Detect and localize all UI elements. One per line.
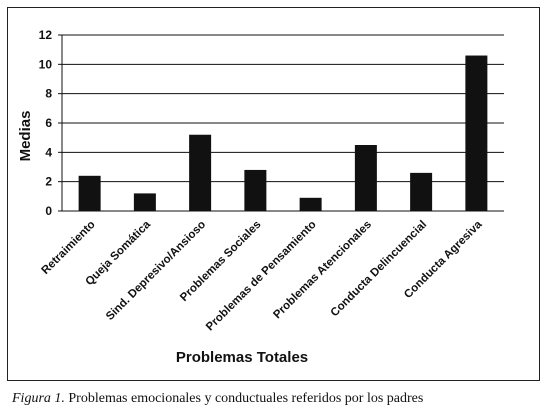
bar <box>354 145 377 211</box>
y-tick-label: 8 <box>45 87 52 101</box>
bar <box>189 134 212 211</box>
x-category-label: Problemas de Pensamiento <box>204 219 319 334</box>
bar <box>465 55 488 212</box>
bar <box>244 169 267 211</box>
bars <box>78 55 488 212</box>
x-category-label: Problemas Atencionales <box>271 219 374 322</box>
caption-text: Problemas emocionales y conductuales ref… <box>64 391 424 406</box>
y-axis-title: Medias <box>17 111 34 162</box>
y-tick-label: 10 <box>39 57 53 71</box>
x-axis-title: Problemas Totales <box>176 349 308 366</box>
y-tick-label: 4 <box>45 145 52 159</box>
x-category-label: Retraimiento <box>40 219 98 277</box>
y-tick-labels: 0 2 4 6 8 10 12 <box>39 28 53 218</box>
bar <box>299 197 322 211</box>
x-category-label: Conducta Delincuencial <box>329 219 430 320</box>
figure-caption: Figura 1. Problemas emocionales y conduc… <box>12 391 542 407</box>
y-tick-label: 2 <box>45 175 52 189</box>
figure-label: Figura 1. <box>12 391 65 406</box>
gridlines <box>58 34 504 212</box>
bar <box>410 172 433 211</box>
x-category-label: Sind. Depresivo/Ansioso <box>104 219 208 323</box>
y-tick-label: 6 <box>45 116 52 130</box>
bar <box>133 193 156 211</box>
y-tick-label: 12 <box>39 28 53 42</box>
bar <box>78 175 101 211</box>
y-tick-label: 0 <box>45 204 52 218</box>
